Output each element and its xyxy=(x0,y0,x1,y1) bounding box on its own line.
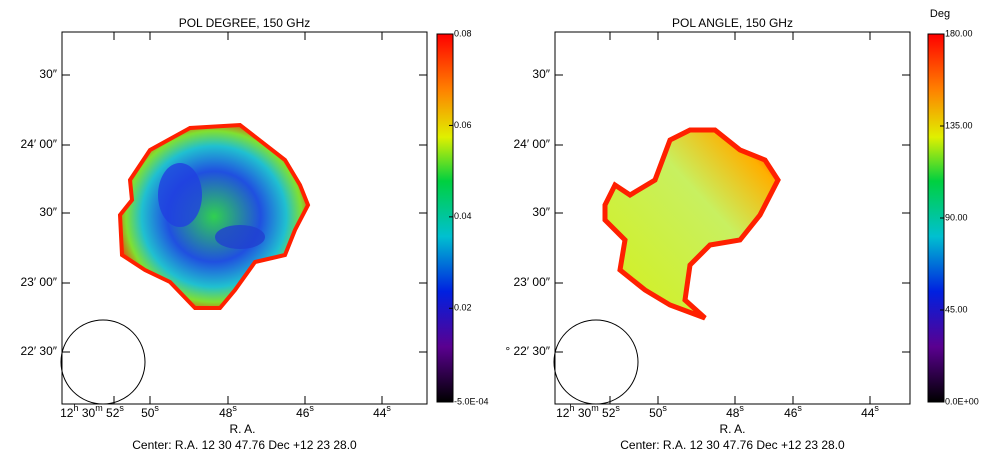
colorbar-tick-label: 45.00 xyxy=(945,304,968,314)
colorbar-unit: Deg xyxy=(930,8,950,20)
center-info: Center: R.A. 12 30 47.76 Dec +12 23 28.0 xyxy=(132,438,357,452)
colorbar-tick-label: -5.0E-04 xyxy=(454,396,489,406)
ra-label-part: s xyxy=(797,403,802,413)
ra-tick-label: 50s xyxy=(141,403,159,420)
dec-tick-label: 22′ 30″ xyxy=(20,344,57,358)
dec-tick-label: 24′ 00″ xyxy=(20,137,57,151)
ra-label-part: s xyxy=(615,403,620,413)
ra-label-part: 48 xyxy=(219,406,233,420)
ra-label-part: s xyxy=(154,403,159,413)
ra-label-part: m xyxy=(95,403,103,413)
colorbar-tick-label: 90.00 xyxy=(945,212,968,222)
colorbar-tick-label: 135.00 xyxy=(945,120,973,130)
x-axis-label: R. A. xyxy=(719,422,745,436)
left-map xyxy=(117,122,311,310)
ra-tick-label: 12h 30m 52s xyxy=(60,403,124,420)
dec-tick-label: 23′ 00″ xyxy=(20,275,57,289)
ra-label-part: 52 xyxy=(103,406,120,420)
ra-label-part: s xyxy=(662,403,667,413)
ra-tick-label: 48s xyxy=(726,403,744,420)
dec-tick-label: 30″ xyxy=(532,205,550,219)
ra-label-part: h xyxy=(73,403,78,413)
ra-tick-label: 48s xyxy=(219,403,237,420)
ra-label-part: 30 xyxy=(79,406,96,420)
dec-tick-label: 30″ xyxy=(39,205,57,219)
right-map xyxy=(602,127,781,321)
ra-label-part: s xyxy=(739,403,744,413)
panel-title: POL DEGREE, 150 GHz xyxy=(179,16,311,30)
dec-tick-label: ° 22′ 30″ xyxy=(505,344,550,358)
beam xyxy=(553,319,639,405)
ra-label-part: s xyxy=(232,403,237,413)
ra-label-part: 44 xyxy=(861,406,875,420)
ra-label-part: 48 xyxy=(726,406,740,420)
beam xyxy=(60,319,146,405)
ra-tick-label: 46s xyxy=(784,403,802,420)
ra-label-part: 52 xyxy=(599,406,616,420)
ra-label-part: 50 xyxy=(141,406,155,420)
ra-label-part: 30 xyxy=(575,406,592,420)
ra-label-part: 50 xyxy=(649,406,663,420)
ra-tick-label: 46s xyxy=(296,403,314,420)
colorbar xyxy=(436,33,454,403)
ra-label-part: s xyxy=(119,403,124,413)
colorbar-tick-label: 180.00 xyxy=(945,28,973,38)
ra-label-part: s xyxy=(874,403,879,413)
dec-tick-label: 23′ 00″ xyxy=(513,275,550,289)
ra-label-part: s xyxy=(309,403,314,413)
ra-label-part: 12 xyxy=(556,406,570,420)
dec-tick-label: 30″ xyxy=(532,67,550,81)
dec-tick-label: 30″ xyxy=(39,67,57,81)
colorbar-tick-label: 0.0E+00 xyxy=(945,396,979,406)
ra-label-part: h xyxy=(569,403,574,413)
ra-label-part: 44 xyxy=(373,406,387,420)
center-info: Center: R.A. 12 30 47.76 Dec +12 23 28.0 xyxy=(620,438,845,452)
ra-label-part: 46 xyxy=(296,406,310,420)
panel-title: POL ANGLE, 150 GHz xyxy=(672,16,793,30)
plot-frame xyxy=(61,31,428,405)
colorbar-tick-label: 0.08 xyxy=(454,28,472,38)
x-axis-label: R. A. xyxy=(229,422,255,436)
plot-frame xyxy=(554,31,911,405)
dec-tick-label: 24′ 00″ xyxy=(513,137,550,151)
ra-tick-label: 12h 30m 52s xyxy=(556,403,620,420)
ra-label-part: m xyxy=(591,403,599,413)
ra-tick-label: 44s xyxy=(373,403,391,420)
ra-label-part: s xyxy=(386,403,391,413)
ra-tick-label: 44s xyxy=(861,403,879,420)
ra-label-part: 46 xyxy=(784,406,798,420)
colorbar-tick-label: 0.06 xyxy=(454,120,472,130)
colorbar-tick-label: 0.02 xyxy=(454,303,472,313)
ra-label-part: 12 xyxy=(60,406,74,420)
ra-tick-label: 50s xyxy=(649,403,667,420)
colorbar-tick-label: 0.04 xyxy=(454,211,472,221)
